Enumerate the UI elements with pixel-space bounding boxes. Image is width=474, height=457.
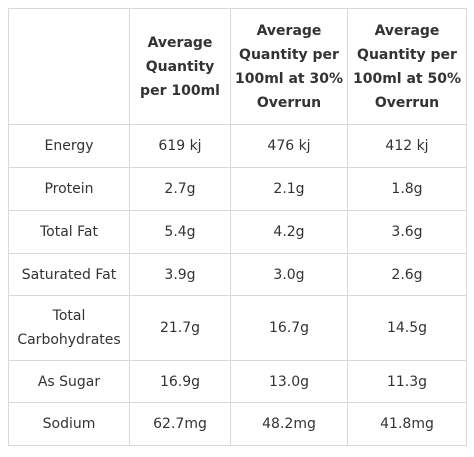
header-corner-cell bbox=[8, 8, 130, 125]
cell-value: 619 kj bbox=[129, 124, 231, 168]
row-label-energy: Energy bbox=[8, 124, 130, 168]
cell-value: 16.7g bbox=[230, 295, 348, 361]
cell-value: 48.2mg bbox=[230, 402, 348, 446]
cell-value: 5.4g bbox=[129, 210, 231, 254]
table-row: As Sugar 16.9g 13.0g 11.3g bbox=[8, 360, 467, 403]
cell-value: 2.1g bbox=[230, 167, 348, 211]
row-label-saturated-fat: Saturated Fat bbox=[8, 253, 130, 296]
table-row: Total Fat 5.4g 4.2g 3.6g bbox=[8, 210, 467, 254]
row-label-total-carbohydrates: Total Carbohydrates bbox=[8, 295, 130, 361]
row-label-sodium: Sodium bbox=[8, 402, 130, 446]
cell-value: 16.9g bbox=[129, 360, 231, 403]
row-label-protein: Protein bbox=[8, 167, 130, 211]
cell-value: 1.8g bbox=[347, 167, 467, 211]
cell-value: 412 kj bbox=[347, 124, 467, 168]
header-per-100ml-30-overrun: Average Quantity per 100ml at 30% Overru… bbox=[230, 8, 348, 125]
cell-value: 41.8mg bbox=[347, 402, 467, 446]
cell-value: 3.6g bbox=[347, 210, 467, 254]
row-label-as-sugar: As Sugar bbox=[8, 360, 130, 403]
table-row: Sodium 62.7mg 48.2mg 41.8mg bbox=[8, 402, 467, 446]
table-row: Saturated Fat 3.9g 3.0g 2.6g bbox=[8, 253, 467, 296]
table-header-row: Average Quantity per 100ml Average Quant… bbox=[8, 8, 467, 125]
table-row: Energy 619 kj 476 kj 412 kj bbox=[8, 124, 467, 168]
header-per-100ml-50-overrun: Average Quantity per 100ml at 50% Overru… bbox=[347, 8, 467, 125]
cell-value: 14.5g bbox=[347, 295, 467, 361]
cell-value: 4.2g bbox=[230, 210, 348, 254]
cell-value: 62.7mg bbox=[129, 402, 231, 446]
row-label-total-fat: Total Fat bbox=[8, 210, 130, 254]
cell-value: 476 kj bbox=[230, 124, 348, 168]
cell-value: 13.0g bbox=[230, 360, 348, 403]
cell-value: 3.9g bbox=[129, 253, 231, 296]
table-row: Total Carbohydrates 21.7g 16.7g 14.5g bbox=[8, 295, 467, 361]
nutrition-table: Average Quantity per 100ml Average Quant… bbox=[8, 8, 467, 446]
cell-value: 2.7g bbox=[129, 167, 231, 211]
cell-value: 2.6g bbox=[347, 253, 467, 296]
cell-value: 11.3g bbox=[347, 360, 467, 403]
cell-value: 21.7g bbox=[129, 295, 231, 361]
table-row: Protein 2.7g 2.1g 1.8g bbox=[8, 167, 467, 211]
header-per-100ml: Average Quantity per 100ml bbox=[129, 8, 231, 125]
cell-value: 3.0g bbox=[230, 253, 348, 296]
